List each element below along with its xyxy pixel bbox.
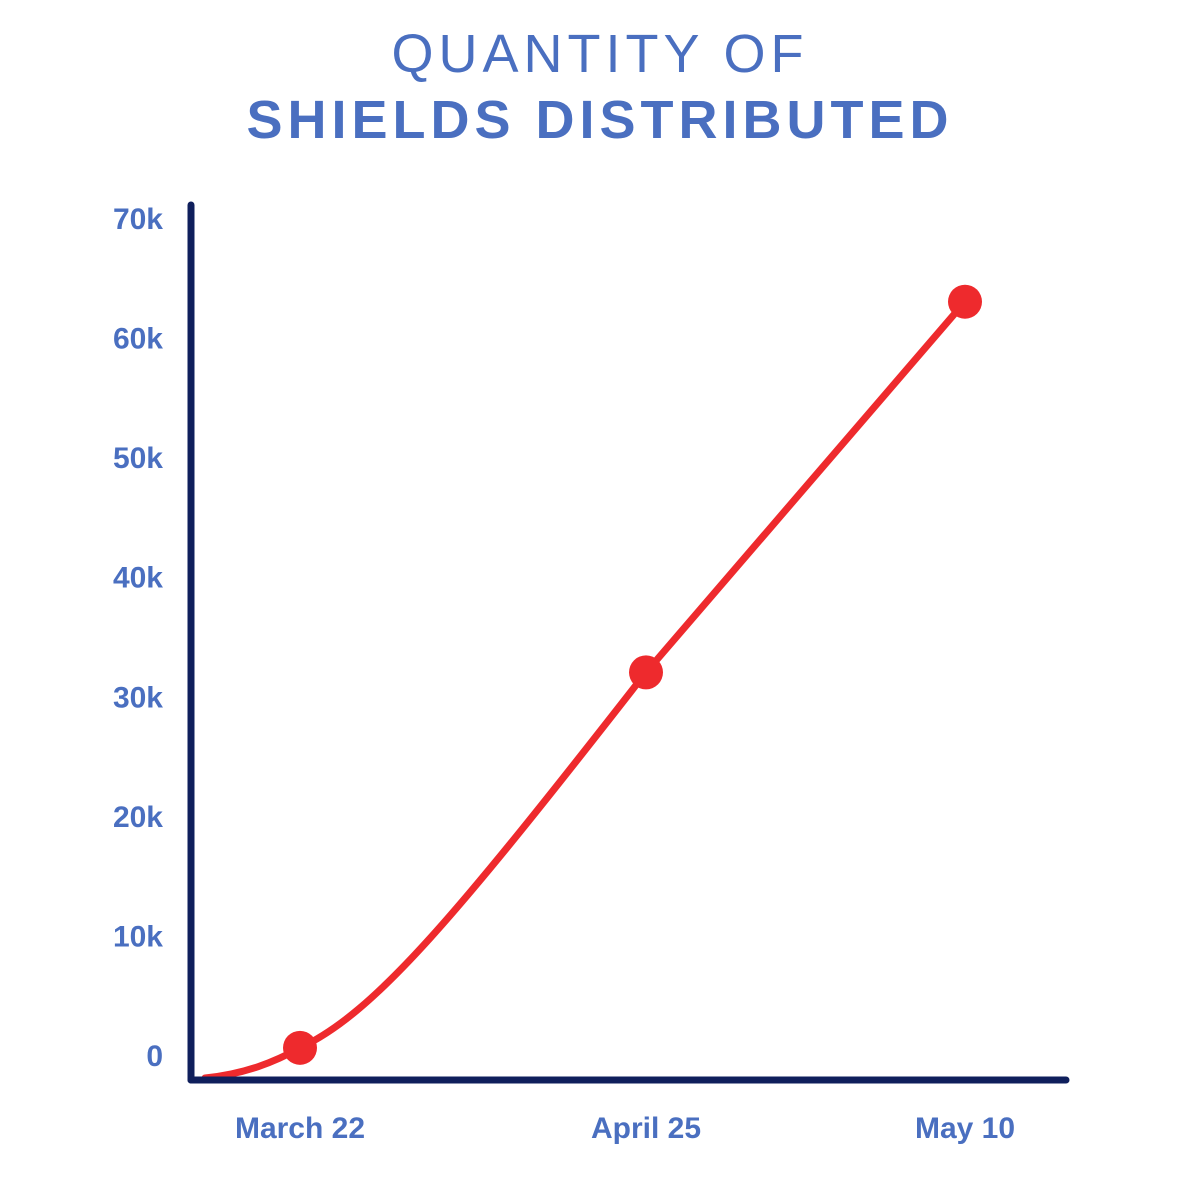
y-tick-label: 0 xyxy=(146,1040,163,1073)
y-tick-label: 40k xyxy=(113,562,163,595)
y-tick-label: 50k xyxy=(113,442,163,475)
x-tick-label: May 10 xyxy=(915,1112,1015,1145)
x-axis-ticks: March 22 April 25 May 10 xyxy=(235,1112,1015,1145)
y-tick-label: 30k xyxy=(113,681,163,714)
x-tick-label: April 25 xyxy=(591,1112,701,1145)
chart-title-line-2: SHIELDS DISTRIBUTED xyxy=(246,90,954,150)
y-axis-ticks: 0 10k 20k 30k 40k 50k 60k 70k xyxy=(113,203,163,1073)
data-points xyxy=(283,284,982,1065)
y-tick-label: 70k xyxy=(113,203,163,236)
data-point xyxy=(629,655,663,690)
series-line xyxy=(201,298,969,1082)
data-point xyxy=(283,1030,317,1065)
data-point xyxy=(948,284,982,319)
chart-title: QUANTITY OF SHIELDS DISTRIBUTED xyxy=(0,22,1200,152)
y-tick-label: 20k xyxy=(113,801,163,834)
y-tick-label: 10k xyxy=(113,920,163,953)
y-tick-label: 60k xyxy=(113,323,163,356)
chart-title-line-1: QUANTITY OF xyxy=(391,24,809,84)
x-tick-label: March 22 xyxy=(235,1112,365,1145)
